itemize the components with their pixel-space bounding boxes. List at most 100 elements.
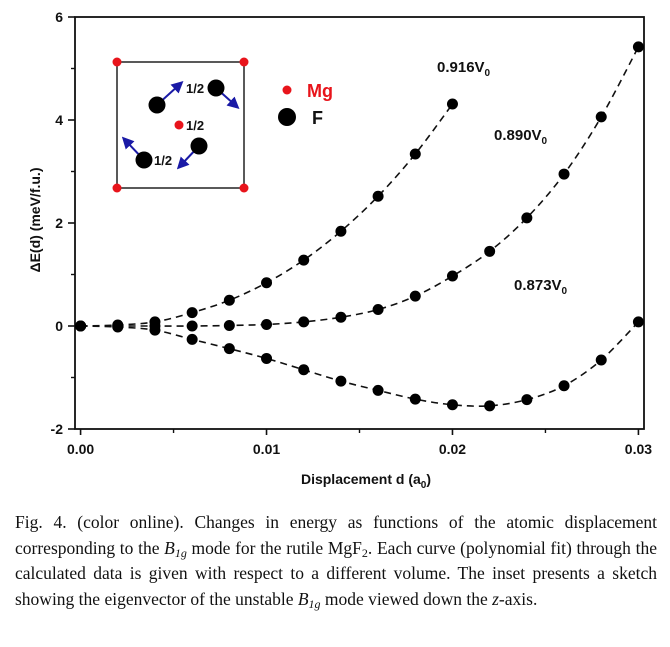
data-point [298, 254, 310, 266]
caption-part1: Fig. 4. (color online). Changes in energ… [15, 512, 657, 558]
data-point [223, 343, 235, 355]
data-point [595, 111, 607, 123]
data-point [223, 319, 235, 331]
data-point [261, 318, 273, 330]
data-point [186, 320, 198, 332]
inset-height-label: 1/2 [154, 153, 172, 168]
caption-mode-sub-2-text: 1g [308, 596, 321, 611]
series-label-main: 0.890V [494, 127, 542, 144]
caption-mode-sub-text: 1g [174, 545, 187, 560]
inset-f-atom [135, 151, 153, 169]
data-point [558, 380, 570, 392]
caption-part5: -axis. [498, 588, 538, 609]
data-point [484, 245, 496, 257]
caption-mode-letter: B [164, 537, 175, 558]
series-fit-line [80, 103, 454, 327]
inset-height-label: 1/2 [186, 118, 204, 133]
data-point [446, 399, 458, 411]
data-point [298, 364, 310, 376]
x-axis-title: Displacement d (a0) [301, 471, 431, 491]
inset-unit-cell-box [116, 61, 245, 189]
series-fit-line [80, 321, 639, 407]
y-tick-label: 6 [55, 9, 63, 25]
axis-ticks: 0.00 0.01 0.02 0.03 -2 0 2 4 6 [51, 9, 653, 457]
y-tick-label: -2 [51, 421, 64, 437]
data-point [372, 190, 384, 202]
x-axis-title-end: ) [426, 471, 431, 487]
inset-structure-sketch: 1/2 1/2 1/2 Mg F [112, 57, 333, 193]
inset-mg-atom [239, 183, 249, 193]
data-point [335, 375, 347, 387]
caption-part4: mode viewed down the [320, 588, 493, 609]
series-group [75, 41, 644, 412]
data-point [409, 393, 421, 405]
x-axis-title-main: Displacement d (a [301, 471, 421, 487]
figure-caption: Fig. 4. (color online). Changes in energ… [15, 510, 657, 612]
inset-f-atom [148, 96, 166, 114]
caption-mode-sub: 1g [175, 546, 187, 560]
x-tick-label: 0.02 [439, 441, 466, 457]
series-label-sub: 0 [542, 136, 548, 147]
series-0 [75, 98, 458, 332]
series-label-main: 0.916V [437, 59, 485, 76]
series-label-0: 0.916V0 [437, 59, 491, 79]
series-label-2: 0.873V0 [514, 277, 568, 297]
data-point [186, 307, 198, 319]
caption-axis-letter: z [492, 588, 499, 609]
caption-part3: . Each curve (polynomial fit) through th… [15, 537, 657, 609]
series-label-main: 0.873V [514, 277, 562, 294]
data-point [521, 394, 533, 406]
data-point [112, 321, 124, 333]
data-point [409, 148, 421, 160]
y-tick-label: 4 [55, 112, 63, 128]
data-point [521, 212, 533, 224]
caption-part2: mode for the rutile MgF [186, 537, 362, 558]
series-label-1: 0.890V0 [494, 127, 548, 147]
series-label-sub: 0 [485, 68, 491, 79]
data-point [558, 168, 570, 180]
inset-mg-atom-center [174, 120, 184, 130]
data-point [632, 316, 644, 328]
x-tick-label: 0.00 [67, 441, 94, 457]
inset-mg-atom [112, 57, 122, 67]
data-point [149, 324, 161, 336]
y-axis-title: ΔE(d) (meV/f.u.) [27, 168, 43, 273]
inset-mg-atom [239, 57, 249, 67]
data-point [261, 352, 273, 364]
series-2 [75, 316, 644, 412]
data-point [298, 316, 310, 328]
legend-f-marker [278, 108, 296, 126]
plot-frame-rect [74, 16, 645, 430]
plot-frame [74, 16, 645, 430]
inset-height-label: 1/2 [186, 81, 204, 96]
series-label-sub: 0 [562, 286, 568, 297]
legend-f-label: F [312, 108, 323, 128]
x-axis-title-sub: 0 [421, 480, 427, 491]
y-tick-label: 0 [55, 318, 63, 334]
inset-f-atom [190, 137, 208, 155]
legend-mg-label: Mg [307, 81, 333, 101]
x-tick-label: 0.01 [253, 441, 280, 457]
data-point [409, 290, 421, 302]
caption-formula-sub: 2 [361, 545, 368, 560]
caption-mode-letter-2: B [297, 588, 309, 609]
data-point [484, 400, 496, 412]
data-point [632, 41, 644, 53]
data-point [595, 354, 607, 366]
x-tick-label: 0.03 [625, 441, 652, 457]
data-point [372, 384, 384, 396]
data-point [186, 333, 198, 345]
legend-mg-marker [282, 85, 292, 95]
data-point [446, 270, 458, 282]
data-point [335, 225, 347, 237]
data-point [223, 294, 235, 306]
data-point [75, 320, 87, 332]
data-point [372, 304, 384, 316]
inset-mg-atom [112, 183, 122, 193]
inset-f-atom [207, 79, 225, 97]
caption-mode-sub-2: 1g [309, 597, 321, 611]
data-point [261, 277, 273, 289]
y-tick-label: 2 [55, 215, 63, 231]
